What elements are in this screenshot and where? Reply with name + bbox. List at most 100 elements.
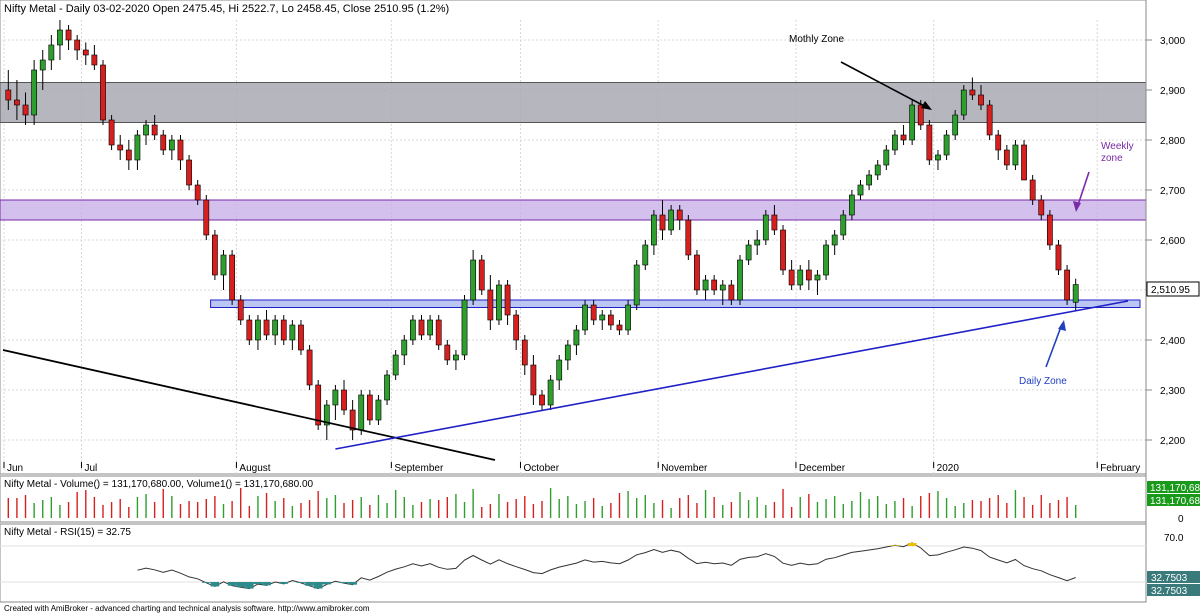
x-tick-label: 2020 (937, 463, 960, 474)
downtrend-line (2, 349, 496, 461)
candle-up (57, 29, 63, 46)
candle-down (926, 124, 933, 161)
candle-down (513, 314, 520, 341)
candle-down (444, 344, 451, 361)
rsi-tag-1: 32.7503 (1151, 573, 1188, 584)
candle-down (280, 319, 287, 341)
overlay-layer (2, 300, 1129, 461)
candle-up (453, 354, 459, 361)
daily-zone-label: Daily Zone (1019, 376, 1067, 387)
candle-up (547, 379, 554, 406)
candle-up (909, 104, 916, 141)
weekly-zone-label-1: Weekly (1101, 141, 1134, 152)
candle-down (91, 54, 98, 66)
candle-up (797, 269, 804, 286)
candle-up (952, 114, 959, 136)
candle-down (780, 229, 786, 271)
candle-down (117, 144, 124, 151)
rsi-line-layer (0, 542, 1146, 590)
candle-down (685, 219, 692, 256)
candle-up (392, 354, 399, 376)
candle-up (39, 59, 46, 71)
candle-down (900, 134, 907, 141)
candle-down (995, 134, 1002, 151)
x-axis-labels: Jun Jul August September October November Dece… (3, 462, 1140, 474)
weekly-zone-label-2: zone (1101, 153, 1123, 164)
candle-down (1055, 244, 1062, 271)
candle-down (1029, 179, 1036, 201)
candle-up (255, 319, 261, 341)
candle-up (960, 89, 967, 116)
candle-down (108, 119, 115, 146)
candle-down (659, 214, 666, 231)
candle-down (186, 159, 192, 186)
candle-down (607, 314, 614, 326)
rsi-line (137, 542, 1076, 590)
volume-panel (0, 475, 1147, 523)
candle-up (470, 259, 477, 301)
y-tick-label: 2,700 (1160, 186, 1185, 197)
x-tick-label: Jul (84, 463, 97, 474)
volume-bars (7, 488, 1077, 518)
candle-up (323, 404, 330, 426)
candle-up (143, 124, 149, 136)
candle-up (289, 324, 296, 341)
y-tick-label: 2,900 (1160, 86, 1185, 97)
candle-up (332, 389, 339, 406)
candle-up (409, 319, 416, 341)
candle-down (590, 304, 597, 321)
y-tick-label: 3,000 (1160, 36, 1185, 47)
candle-down (14, 99, 20, 106)
x-tick-label: November (661, 463, 708, 474)
candle-up (375, 399, 382, 421)
candle-up (358, 394, 365, 431)
price-panel (0, 0, 1147, 475)
candle-down (616, 324, 623, 331)
candle-up (642, 244, 649, 266)
candle-down (246, 319, 253, 341)
daily-zone-arrow (1045, 323, 1063, 368)
candle-up (943, 134, 950, 156)
candle-up (668, 209, 675, 231)
candle-down (151, 124, 158, 136)
candle-down (521, 339, 528, 366)
candle-up (745, 244, 752, 261)
candle-down (160, 134, 167, 151)
candle-up (384, 374, 390, 401)
candle-down (418, 319, 425, 336)
volume-zero-label: 0 (1178, 514, 1184, 525)
candle-up (427, 319, 433, 336)
candle-up (883, 149, 890, 166)
candle-up (857, 184, 864, 196)
candle-up (892, 134, 898, 151)
candle-down (539, 394, 545, 406)
candle-down (315, 384, 322, 426)
candle-down (212, 234, 218, 276)
candle-down (5, 89, 12, 101)
rsi-tag-1-box (1147, 571, 1200, 583)
x-tick-label: December (799, 463, 846, 474)
candle-up (1072, 284, 1079, 303)
candle-down (349, 409, 356, 431)
chart-title: Nifty Metal - Daily 03-02-2020 Open 2475… (4, 3, 449, 15)
y-axis-ticks: 3,0002,9002,8002,7002,6002,5002,4002,300… (1146, 36, 1185, 447)
candle-down (1046, 214, 1053, 246)
candle-up (762, 214, 769, 241)
candle-down (65, 29, 72, 41)
volume-tag-1-box (1147, 481, 1200, 493)
footer-credit: Created with AmiBroker - advanced charti… (4, 604, 370, 613)
monthly-zone-label: Mothly Zone (789, 34, 844, 45)
candle-up (719, 284, 726, 291)
zones-layer (0, 82, 1147, 308)
monthly-zone-arrowhead (921, 101, 932, 110)
candle-down (771, 214, 778, 231)
x-tick-label: October (523, 463, 559, 474)
y-tick-label: 2,800 (1160, 136, 1185, 147)
candle-up (582, 304, 588, 331)
candle-down (263, 319, 270, 336)
candle-down (711, 279, 718, 291)
candle-down (125, 149, 132, 161)
daily-zone-band (210, 299, 1141, 308)
candle-up (702, 279, 709, 291)
candle-down (341, 389, 347, 411)
